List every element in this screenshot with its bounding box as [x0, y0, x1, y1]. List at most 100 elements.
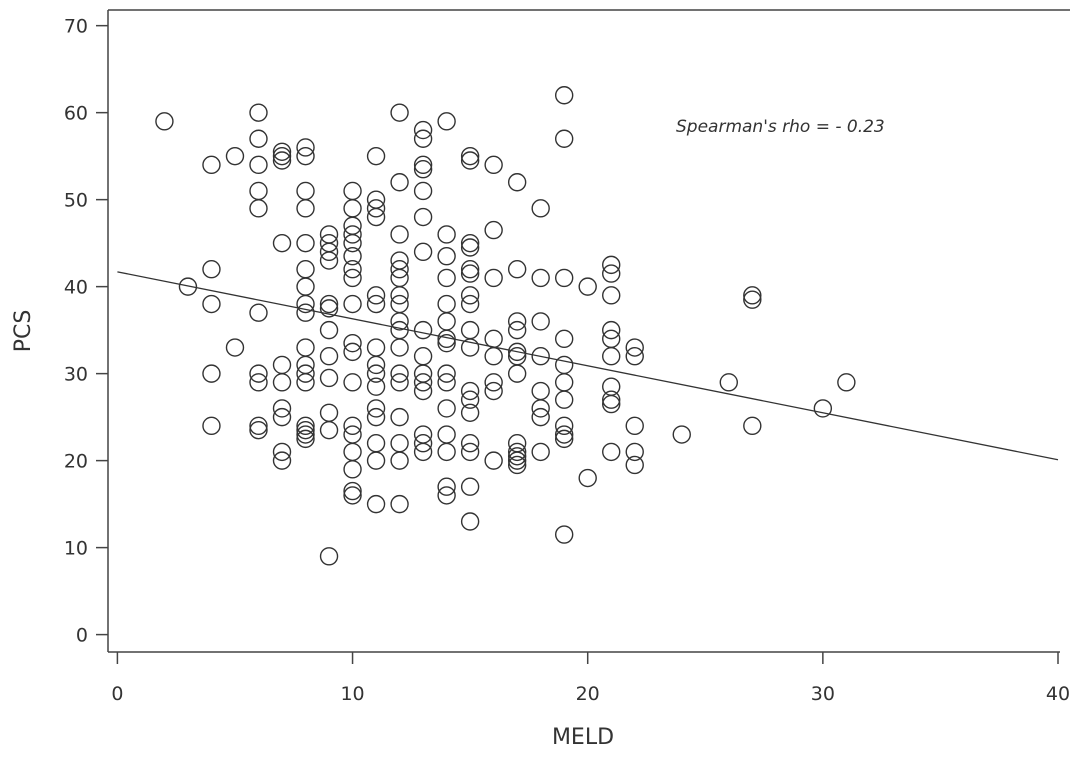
point [343, 373, 362, 392]
point [460, 338, 480, 357]
point [366, 338, 386, 357]
point [602, 286, 621, 305]
point [507, 455, 527, 475]
point [202, 416, 221, 436]
x-tick-label: 30 [811, 683, 835, 705]
point [460, 294, 480, 314]
point [249, 129, 268, 148]
y-tick-label: 50 [64, 190, 88, 212]
point [484, 373, 503, 392]
point [319, 251, 339, 270]
point [249, 420, 268, 440]
point [296, 294, 315, 314]
point [743, 416, 762, 436]
point [272, 151, 292, 170]
point [507, 260, 527, 279]
point [249, 155, 268, 175]
point [296, 138, 315, 157]
point [366, 407, 386, 427]
point [413, 207, 433, 227]
y-tick-label: 0 [76, 625, 88, 647]
point [625, 347, 644, 366]
point [178, 277, 198, 296]
point [390, 494, 409, 514]
point [343, 233, 362, 253]
point [437, 364, 456, 383]
point [437, 246, 456, 266]
point [484, 220, 503, 240]
point [296, 199, 315, 218]
point [413, 242, 433, 262]
point [507, 451, 527, 470]
point [343, 268, 362, 288]
point [390, 312, 409, 331]
point [296, 373, 315, 392]
point [296, 277, 315, 296]
point [296, 425, 315, 444]
point [437, 268, 456, 288]
point [437, 442, 456, 462]
point [625, 455, 644, 475]
point [272, 233, 292, 253]
point [272, 451, 292, 470]
point [437, 425, 456, 444]
point [390, 434, 409, 453]
point [484, 155, 503, 175]
point [460, 286, 480, 305]
point [272, 399, 292, 418]
point [484, 268, 503, 288]
point [578, 277, 597, 296]
point [460, 381, 480, 401]
point [484, 381, 503, 401]
point [437, 477, 456, 496]
point [319, 347, 339, 366]
point [296, 416, 315, 436]
point [390, 338, 409, 357]
point [413, 442, 433, 462]
point [366, 399, 386, 418]
point [366, 355, 386, 375]
point [343, 342, 362, 362]
point [437, 112, 456, 131]
fit-line [117, 271, 1059, 461]
point [366, 207, 386, 227]
point [366, 286, 386, 305]
point [343, 294, 362, 314]
point [272, 407, 292, 427]
point [390, 286, 409, 305]
y-tick-label: 10 [64, 538, 88, 560]
point [554, 355, 574, 375]
point [249, 373, 268, 392]
point [743, 286, 762, 305]
point [225, 338, 245, 357]
point [319, 547, 339, 566]
point [249, 103, 268, 122]
point [719, 373, 738, 392]
point [202, 260, 221, 279]
point [296, 233, 315, 253]
point [460, 264, 480, 283]
point [554, 373, 574, 392]
point [366, 294, 386, 314]
point [249, 303, 268, 322]
point [390, 260, 409, 279]
point [602, 264, 621, 283]
point [437, 399, 456, 418]
point [366, 451, 386, 470]
point [460, 512, 480, 531]
point [743, 290, 762, 309]
point [531, 407, 550, 427]
point [602, 320, 621, 340]
point [390, 451, 409, 470]
point [437, 225, 456, 244]
x-tick-label: 40 [1046, 683, 1070, 705]
point [460, 233, 480, 253]
point [390, 173, 409, 192]
point [531, 381, 550, 401]
point [272, 146, 292, 166]
y-tick-label: 30 [64, 364, 88, 386]
point [531, 268, 550, 288]
point [296, 420, 315, 440]
point [460, 403, 480, 422]
point [672, 425, 691, 444]
